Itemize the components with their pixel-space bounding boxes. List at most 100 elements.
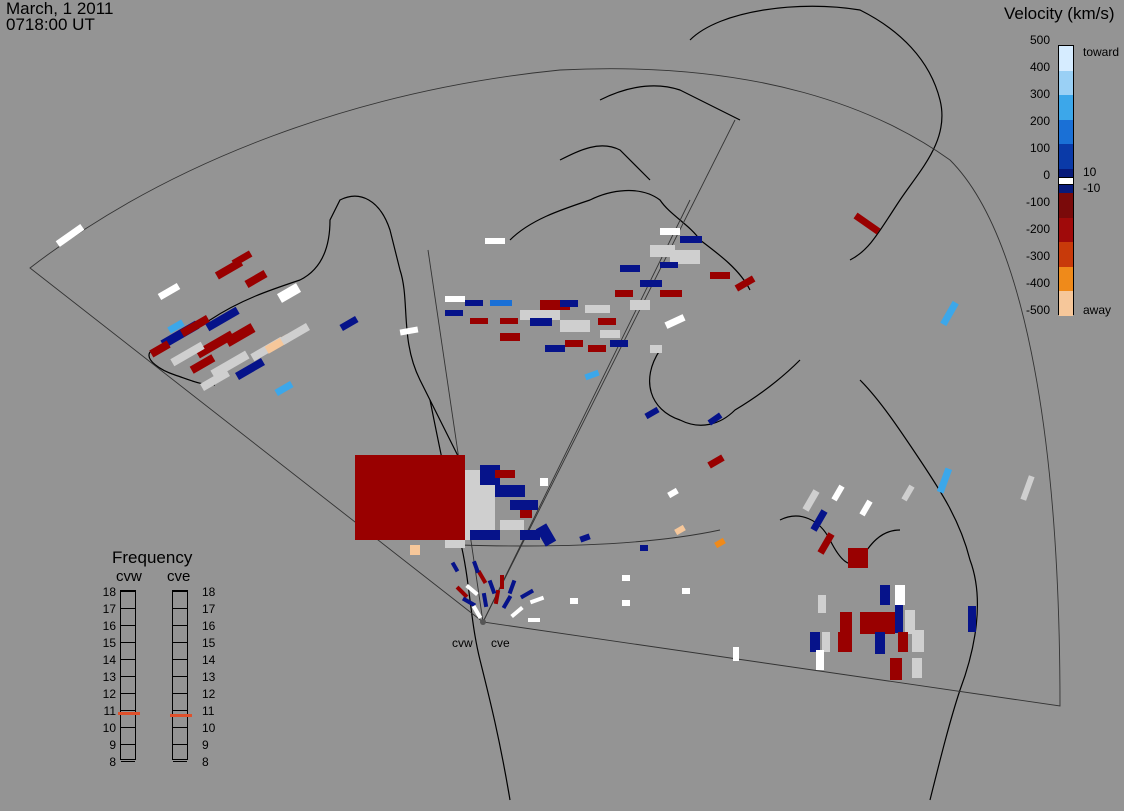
backscatter-cell: [495, 470, 515, 478]
backscatter-cell: [707, 412, 723, 426]
backscatter-cell: [529, 595, 545, 605]
frequency-gridline: [121, 642, 135, 643]
frequency-tick: 10: [102, 721, 116, 735]
backscatter-cell: [520, 530, 540, 540]
backscatter-cell: [55, 224, 85, 247]
backscatter-cell: [520, 510, 532, 518]
frequency-marker: [118, 712, 140, 716]
backscatter-cell: [866, 622, 882, 632]
time-label: 0718:00 UT: [6, 15, 95, 34]
backscatter-cell: [640, 280, 662, 287]
radar-site-marker: [480, 619, 486, 625]
backscatter-cell: [600, 330, 620, 338]
backscatter-cell: [660, 228, 680, 235]
backscatter-cell: [660, 290, 682, 297]
backscatter-cell: [493, 589, 501, 605]
frequency-marker: [170, 714, 192, 718]
backscatter-cell: [585, 305, 610, 313]
backscatter-cell: [276, 283, 302, 303]
site-east-label: cve: [491, 636, 510, 650]
backscatter-cell: [822, 632, 830, 652]
backscatter-cell: [579, 533, 591, 543]
colorbar-segment: [1059, 95, 1073, 121]
backscatter-cell: [831, 484, 845, 502]
backscatter-cell: [465, 583, 479, 597]
frequency-gridline: [121, 659, 135, 660]
backscatter-cell: [940, 300, 959, 327]
frequency-tick: 16: [202, 619, 216, 633]
backscatter-cell: [485, 238, 505, 244]
backscatter-cell: [470, 530, 500, 540]
frequency-gridline: [121, 744, 135, 745]
velocity-tick: 200: [1029, 114, 1050, 128]
backscatter-cell: [244, 270, 268, 288]
colorbar-segment: [1059, 193, 1073, 219]
colorbar-zero-band: [1059, 177, 1073, 185]
backscatter-cell: [471, 604, 483, 620]
velocity-colorbar: [1058, 45, 1074, 317]
backscatter-cell: [817, 532, 835, 555]
backscatter-cell: [170, 341, 205, 367]
frequency-gridline: [173, 761, 187, 762]
backscatter-cell: [560, 300, 578, 307]
threshold-pos-label: 10: [1083, 165, 1097, 179]
freq-col-east-label: cve: [167, 568, 191, 585]
frequency-tick: 8: [202, 755, 209, 769]
frequency-gridline: [173, 642, 187, 643]
backscatter-cell: [859, 499, 873, 517]
backscatter-cell: [339, 315, 359, 332]
colorbar-segment: [1059, 70, 1073, 96]
site-west-label: cvw: [452, 636, 473, 650]
backscatter-cell: [520, 310, 560, 320]
backscatter-cell: [667, 487, 679, 499]
backscatter-cell: [495, 485, 525, 497]
backscatter-cell: [620, 265, 640, 272]
threshold-neg-label: -10: [1083, 181, 1101, 195]
colorbar-segment: [1059, 144, 1073, 170]
velocity-tick: -200: [1025, 222, 1050, 236]
frequency-tick: 9: [202, 738, 209, 752]
frequency-gridline: [121, 693, 135, 694]
backscatter-cell: [674, 524, 686, 536]
frequency-tick: 14: [202, 653, 216, 667]
backscatter-cell: [476, 569, 488, 585]
frequency-gridline: [121, 761, 135, 762]
frequency-gridline: [173, 744, 187, 745]
backscatter-cell: [810, 632, 820, 652]
backscatter-cell: [615, 290, 633, 297]
backscatter-cell: [890, 658, 902, 680]
velocity-tick: -500: [1025, 303, 1050, 317]
backscatter-cell: [235, 358, 265, 380]
colorbar-segment: [1059, 266, 1073, 292]
backscatter-cell: [510, 500, 538, 510]
colorbar-segment: [1059, 242, 1073, 268]
backscatter-cell: [560, 320, 590, 332]
frequency-gridline: [121, 676, 135, 677]
frequency-gridline: [173, 608, 187, 609]
backscatter-cell: [535, 523, 557, 547]
backscatter-cell: [650, 345, 662, 353]
frequency-tick: 9: [109, 738, 116, 752]
backscatter-cell: [670, 250, 700, 264]
backscatter-cell: [936, 467, 953, 494]
frequency-tick: 8: [109, 755, 116, 769]
backscatter-cell: [490, 300, 512, 306]
frequency-tick: 14: [102, 653, 116, 667]
backscatter-cell: [450, 561, 460, 573]
backscatter-cell: [540, 300, 570, 310]
freq-scale-east: [170, 590, 192, 762]
frequency-gridline: [173, 727, 187, 728]
backscatter-cell: [895, 605, 903, 633]
backscatter-cell: [898, 632, 908, 652]
backscatter-cell: [848, 548, 868, 568]
backscatter-cell: [399, 326, 419, 336]
backscatter-cell: [598, 318, 616, 325]
backscatter-cell: [912, 658, 922, 678]
frequency-tick: 13: [202, 670, 216, 684]
backscatter-cell: [507, 579, 517, 595]
backscatter-cell: [710, 272, 730, 279]
backscatter-cell: [200, 369, 230, 391]
toward-label: toward: [1083, 45, 1120, 59]
backscatter-cell: [905, 610, 915, 634]
